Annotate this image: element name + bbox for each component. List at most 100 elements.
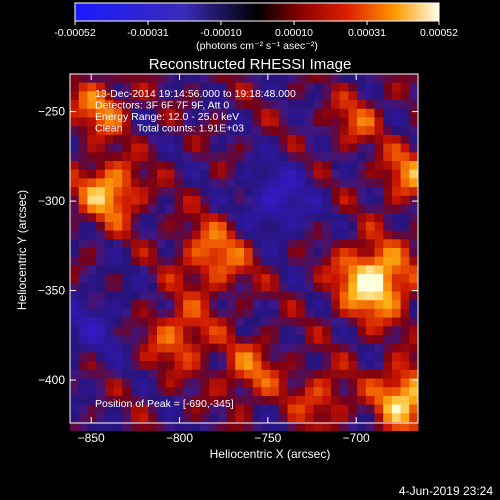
heatmap-cell xyxy=(122,335,132,345)
heatmap-cell xyxy=(157,117,167,127)
heatmap-cell xyxy=(348,221,358,231)
heatmap-cell xyxy=(374,134,384,144)
heatmap-cell xyxy=(226,395,236,405)
heatmap-cell xyxy=(113,335,123,345)
heatmap-cell xyxy=(357,274,367,284)
heatmap-cell xyxy=(139,230,149,240)
heatmap-cell xyxy=(244,239,254,249)
heatmap-cell xyxy=(96,256,106,266)
peak-position-label: Position of Peak = [-690,-345] xyxy=(95,398,234,410)
heatmap-cell xyxy=(357,369,367,379)
heatmap-cell xyxy=(157,213,167,223)
heatmap-cell xyxy=(148,248,158,258)
heatmap-cell xyxy=(304,161,314,171)
heatmap-cell xyxy=(252,343,262,353)
heatmap-cell xyxy=(287,256,297,266)
heatmap-cell xyxy=(339,343,349,353)
heatmap-cell xyxy=(139,413,149,423)
heatmap-cell xyxy=(174,317,184,327)
heatmap-cell xyxy=(391,204,401,214)
heatmap-cell xyxy=(130,256,140,266)
heatmap-cell xyxy=(278,352,288,362)
heatmap-cell xyxy=(296,300,306,310)
heatmap-cell xyxy=(174,187,184,197)
heatmap-cell xyxy=(148,117,158,127)
heatmap-cell xyxy=(244,352,254,362)
heatmap-cell xyxy=(130,361,140,371)
heatmap-cell xyxy=(130,335,140,345)
heatmap-cell xyxy=(244,282,254,292)
heatmap-cell xyxy=(104,361,114,371)
heatmap-cell xyxy=(304,308,314,318)
heatmap-cell xyxy=(209,143,219,153)
heatmap-cell xyxy=(365,274,375,284)
heatmap-cell xyxy=(244,74,254,84)
heatmap-cell xyxy=(287,187,297,197)
heatmap-cell xyxy=(252,404,262,414)
heatmap-cell xyxy=(409,161,419,171)
heatmap-cell xyxy=(278,74,288,84)
heatmap-cell xyxy=(348,239,358,249)
heatmap-cell xyxy=(252,335,262,345)
heatmap-cell xyxy=(113,265,123,275)
heatmap-cell xyxy=(104,74,114,84)
heatmap-cell xyxy=(304,169,314,179)
heatmap-cell xyxy=(391,395,401,405)
heatmap-cell xyxy=(365,239,375,249)
heatmap-cell xyxy=(244,361,254,371)
heatmap-cell xyxy=(122,404,132,414)
heatmap-cell xyxy=(113,230,123,240)
heatmap-cell xyxy=(339,134,349,144)
heatmap-cell xyxy=(200,74,210,84)
heatmap-cell xyxy=(78,300,88,310)
heatmap-cell xyxy=(104,169,114,179)
heatmap-cell xyxy=(209,291,219,301)
heatmap-cell xyxy=(391,134,401,144)
heatmap-cell xyxy=(261,369,271,379)
heatmap-cell xyxy=(157,343,167,353)
heatmap-cell xyxy=(331,308,341,318)
heatmap-cell xyxy=(374,274,384,284)
heatmap-cell xyxy=(270,326,280,336)
heatmap-cell xyxy=(217,317,227,327)
heatmap-cell xyxy=(122,74,132,84)
heatmap-cell xyxy=(174,213,184,223)
heatmap-cell xyxy=(383,100,393,110)
heatmap-cell xyxy=(191,161,201,171)
heatmap-cell xyxy=(296,369,306,379)
heatmap-cell xyxy=(87,265,97,275)
heatmap-cell xyxy=(287,387,297,397)
heatmap-cell xyxy=(78,248,88,258)
heatmap-cell xyxy=(217,378,227,388)
heatmap-cell xyxy=(331,361,341,371)
heatmap-cell xyxy=(270,317,280,327)
heatmap-cell xyxy=(235,395,245,405)
heatmap-cell xyxy=(165,213,175,223)
heatmap-cell xyxy=(235,91,245,101)
heatmap-cell xyxy=(383,308,393,318)
heatmap-cell xyxy=(87,82,97,92)
heatmap-cell xyxy=(209,82,219,92)
heatmap-cell xyxy=(322,343,332,353)
heatmap-cell xyxy=(400,369,410,379)
heatmap-cell xyxy=(357,248,367,258)
heatmap-cell xyxy=(296,422,306,432)
heatmap-cell xyxy=(217,395,227,405)
heatmap-cell xyxy=(391,91,401,101)
heatmap-cell xyxy=(374,413,384,423)
heatmap-cell xyxy=(313,126,323,136)
heatmap-cell xyxy=(252,204,262,214)
heatmap-cell xyxy=(183,291,193,301)
heatmap-cell xyxy=(130,308,140,318)
heatmap-cell xyxy=(278,335,288,345)
heatmap-cell xyxy=(252,178,262,188)
heatmap-cell xyxy=(391,161,401,171)
heatmap-cell xyxy=(183,352,193,362)
heatmap-cell xyxy=(252,274,262,284)
heatmap-cell xyxy=(96,404,106,414)
heatmap-cell xyxy=(252,91,262,101)
heatmap-cell xyxy=(148,265,158,275)
heatmap-cell xyxy=(183,74,193,84)
heatmap-cell xyxy=(157,404,167,414)
heatmap-cell xyxy=(409,178,419,188)
